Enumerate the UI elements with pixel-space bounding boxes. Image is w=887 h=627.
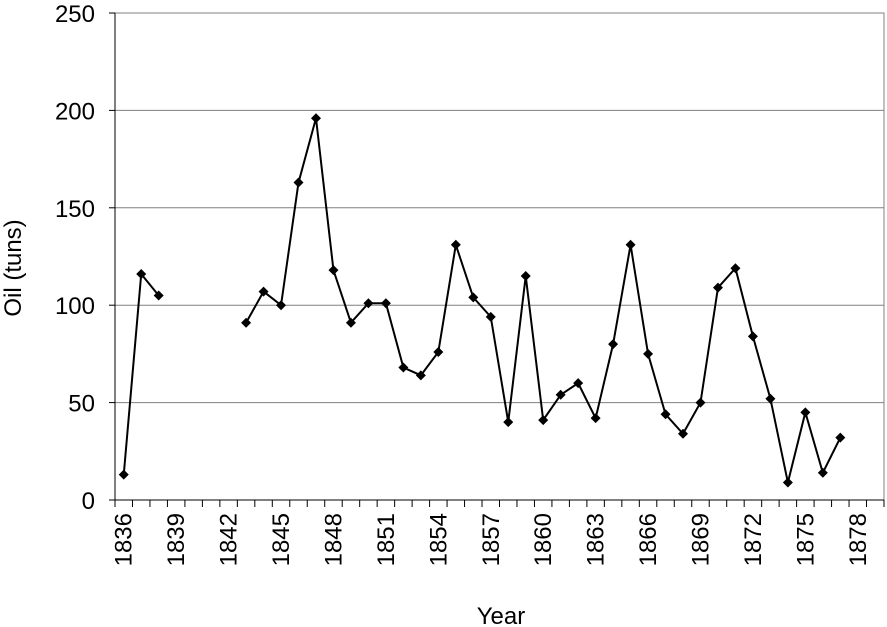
data-point-1859: [520, 270, 531, 281]
x-tick-label-1872: 1872: [740, 513, 767, 566]
x-tick-label-1866: 1866: [635, 513, 662, 566]
data-point-1845: [276, 300, 287, 311]
y-axis-label: Oil (tuns): [0, 219, 27, 316]
y-tick-label-150: 150: [55, 196, 95, 223]
data-point-1850: [363, 298, 374, 309]
data-point-1856: [468, 292, 479, 303]
data-point-1857: [485, 311, 496, 322]
x-axis-label: Year: [477, 603, 526, 627]
x-tick-label-1848: 1848: [320, 513, 347, 566]
data-point-1872: [747, 331, 758, 342]
data-point-1848: [328, 265, 339, 276]
series-0-line-segment-0: [122, 271, 160, 475]
data-point-1838: [153, 290, 164, 301]
data-point-1874: [782, 477, 793, 488]
x-axis-ticks: 1836 1839 1842 1845 1848 1851 1854 1857 1860 1863…: [111, 500, 885, 566]
x-tick-label-1860: 1860: [530, 513, 557, 566]
x-tick-label-1857: 1857: [478, 513, 505, 566]
x-tick-label-1854: 1854: [425, 513, 452, 566]
series-0-line-segment-1: [245, 117, 842, 483]
y-tick-label-200: 200: [55, 98, 95, 125]
x-tick-label-1845: 1845: [268, 513, 295, 566]
data-point-1873: [765, 393, 776, 404]
x-tick-label-1863: 1863: [583, 513, 610, 566]
data-point-1868: [678, 428, 689, 439]
data-point-1861: [555, 389, 566, 400]
data-point-1871: [730, 263, 741, 274]
data-point-1847: [310, 113, 321, 124]
grid-lines: [115, 12, 884, 404]
data-point-1844: [258, 286, 269, 297]
data-point-1852: [398, 362, 409, 373]
data-point-1867: [660, 409, 671, 420]
data-point-1876: [817, 467, 828, 478]
y-axis-ticks: 0 50 100 150 200 250: [55, 1, 115, 515]
x-tick-label-1875: 1875: [792, 513, 819, 566]
data-point-1837: [136, 269, 147, 280]
data-point-1860: [538, 415, 549, 426]
x-tick-label-1878: 1878: [845, 513, 872, 566]
data-point-1875: [800, 407, 811, 418]
data-point-1869: [695, 397, 706, 408]
data-point-1854: [433, 346, 444, 357]
x-tick-label-1836: 1836: [111, 513, 138, 566]
y-tick-label-50: 50: [68, 391, 95, 418]
data-point-1853: [415, 370, 426, 381]
data-point-1862: [573, 378, 584, 389]
data-point-1864: [608, 339, 619, 350]
data-point-1836: [118, 469, 129, 480]
data-point-1863: [590, 413, 601, 424]
x-tick-label-1851: 1851: [373, 513, 400, 566]
plot-area-frame: [114, 12, 885, 501]
x-tick-label-1869: 1869: [687, 513, 714, 566]
y-tick-label-250: 250: [55, 1, 95, 28]
data-point-1843: [241, 317, 252, 328]
data-point-1849: [345, 317, 356, 328]
data-point-1851: [380, 298, 391, 309]
data-point-1846: [293, 177, 304, 188]
axes: [114, 13, 884, 501]
data-point-1877: [835, 432, 846, 443]
x-tick-label-1842: 1842: [216, 513, 243, 566]
y-tick-label-0: 0: [82, 488, 95, 515]
series-group: [118, 113, 846, 488]
data-point-1866: [643, 348, 654, 359]
data-point-1855: [450, 239, 461, 250]
x-tick-label-1839: 1839: [163, 513, 190, 566]
data-point-1858: [503, 417, 514, 428]
y-tick-label-100: 100: [55, 293, 95, 320]
data-point-1870: [712, 282, 723, 293]
data-point-1865: [625, 239, 636, 250]
